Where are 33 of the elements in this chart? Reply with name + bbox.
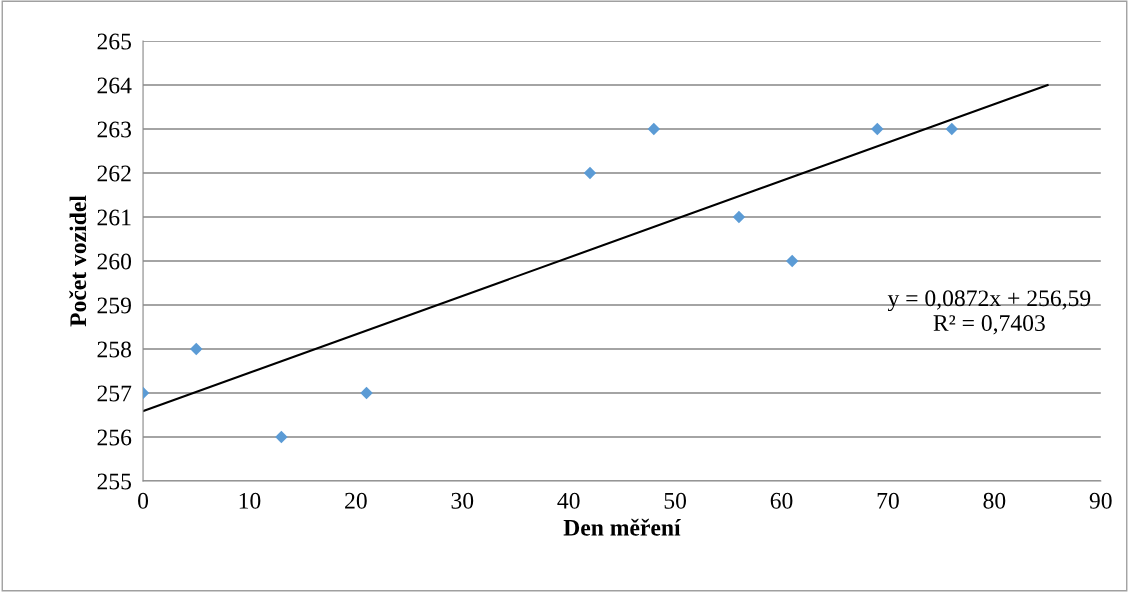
point (732, 210, 746, 224)
point (360, 386, 373, 400)
x-tick-label: 40 (557, 492, 580, 509)
x-axis-title: Den měření (563, 518, 681, 536)
point (785, 254, 799, 268)
x-tick-label: 60 (770, 492, 793, 509)
x-tick-label: 90 (1089, 492, 1112, 509)
x-tick-label: 70 (877, 492, 899, 509)
x-tick-label: 20 (345, 492, 367, 509)
y-tick-label: 262 (97, 165, 131, 182)
y-axis-title: Počet vozidel (69, 195, 87, 327)
point (583, 166, 597, 180)
y-tick-label: 256 (97, 429, 132, 446)
x-tick-label: 0 (138, 492, 149, 509)
y-tick-label: 255 (97, 473, 132, 490)
x-tick-label: 80 (983, 492, 1006, 509)
point (945, 122, 959, 136)
y-tick-label: 261 (97, 209, 131, 226)
x-tick-label: 50 (664, 492, 687, 509)
y-tick-label: 265 (97, 33, 132, 50)
point (647, 122, 661, 136)
x-tick-label: 10 (239, 492, 261, 509)
point (871, 122, 884, 136)
y-tick-label: 264 (97, 77, 132, 94)
x-tick-label: 30 (451, 492, 474, 509)
y-tick-label: 263 (97, 121, 132, 138)
y-tick-label: 260 (97, 253, 132, 270)
y-tick-label: 258 (97, 341, 132, 358)
point (190, 342, 203, 356)
y-tick-label: 259 (97, 297, 131, 314)
annotation: y = 0,0872x + 256,59 R² = 0,7403 (887, 290, 1091, 335)
point (275, 430, 288, 444)
y-tick-label: 257 (97, 385, 132, 402)
